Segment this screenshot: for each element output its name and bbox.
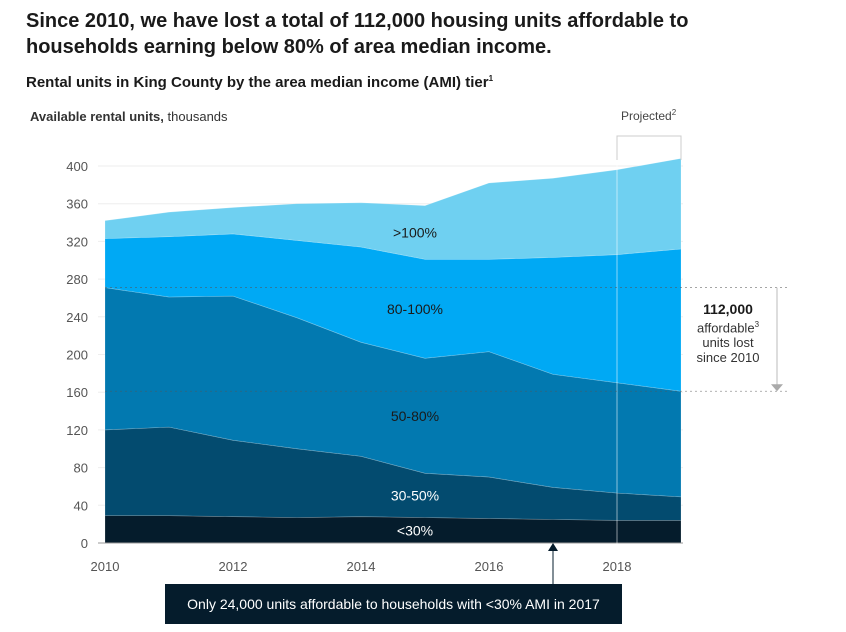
y-axis-label-bold: Available rental units, [30,109,164,124]
y-tick-label: 400 [66,159,88,174]
headline: Since 2010, we have lost a total of 112,… [26,10,689,58]
arrow-down-icon [771,384,783,392]
callout-value: 112,000 [703,301,753,317]
series-label: >100% [393,224,437,240]
series-label: 80-100% [387,301,443,317]
area-100 [104,158,682,260]
y-tick-label: 40 [74,498,88,513]
y-tick-label: 320 [66,234,88,249]
arrow-up-icon [548,543,558,551]
x-tick-label: 2014 [347,559,376,574]
y-axis-label: Available rental units, thousands [30,109,228,124]
y-tick-label: 0 [81,536,88,551]
y-axis-label-unit: thousands [167,109,228,124]
callout-line: units lost [702,335,754,351]
footnote-marker: 3 [754,320,760,329]
series-label: <30% [397,522,433,538]
projected-bracket [616,135,682,160]
y-tick-label: 240 [66,310,88,325]
annotation-box: Only 24,000 units affordable to househol… [165,584,622,624]
series-label: 30-50% [391,487,439,503]
y-tick-label: 160 [66,385,88,400]
y-tick-label: 200 [66,348,88,363]
y-tick-label: 360 [66,197,88,212]
chart-subtitle: Rental units in King County by the area … [26,74,493,91]
callout-line: affordable [696,320,755,336]
x-tick-label: 2010 [91,559,120,574]
x-tick-label: 2012 [219,559,248,574]
projected-text: Projected [621,109,672,123]
y-tick-label: 280 [66,272,88,287]
series-label: 50-80% [391,408,439,424]
subtitle-text: Rental units in King County by the area … [26,74,489,91]
x-tick-label: 2016 [475,559,504,574]
y-tick-label: 80 [74,461,88,476]
y-tick-label: 120 [66,423,88,438]
callout-line: since 2010 [696,350,760,366]
loss-callout: 112,000 affordable3 units lost since 201… [688,301,768,366]
footnote-marker: 1 [488,74,494,83]
footnote-marker: 2 [671,108,677,117]
projected-label: Projected2 [621,108,676,123]
